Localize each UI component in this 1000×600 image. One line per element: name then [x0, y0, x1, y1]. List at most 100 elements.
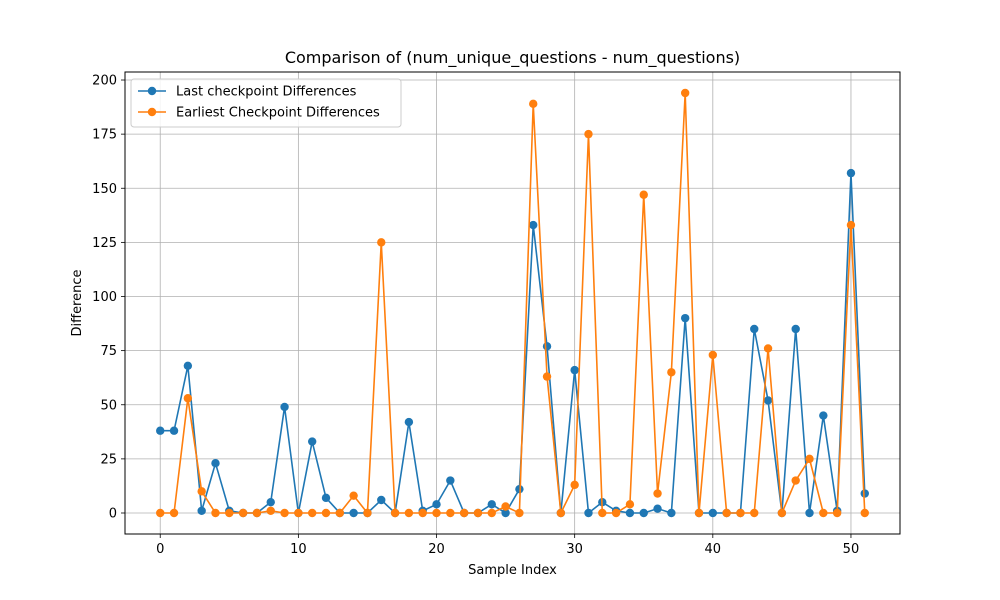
data-point	[404, 417, 414, 427]
data-point	[791, 324, 800, 334]
legend-marker	[147, 107, 157, 117]
x-axis-label: Sample Index	[468, 563, 557, 578]
x-tick-label: 30	[566, 542, 583, 557]
x-tick-label: 10	[290, 542, 307, 557]
data-point	[377, 495, 386, 505]
y-tick-label: 125	[92, 236, 117, 251]
data-point	[432, 500, 441, 509]
data-point	[280, 508, 289, 518]
data-point	[750, 324, 759, 334]
data-point	[294, 508, 303, 518]
data-point	[459, 508, 469, 518]
data-point	[225, 508, 234, 518]
data-point	[529, 99, 538, 109]
y-tick-label: 150	[92, 182, 117, 197]
data-point	[777, 508, 787, 518]
data-point	[653, 489, 662, 498]
data-point	[846, 220, 856, 230]
data-point	[515, 508, 524, 518]
data-point	[625, 508, 635, 518]
legend-item: Last checkpoint Differences	[138, 85, 357, 100]
data-point	[542, 342, 552, 351]
y-tick-label: 25	[100, 452, 117, 467]
data-point	[639, 508, 648, 518]
data-point	[363, 508, 372, 518]
y-tick-label: 100	[92, 290, 117, 305]
x-tick-label: 0	[156, 542, 164, 557]
data-point	[390, 508, 400, 518]
series-line	[160, 92, 866, 514]
data-point	[266, 497, 275, 507]
data-point	[639, 190, 648, 199]
data-point	[556, 508, 566, 518]
data-point	[805, 454, 814, 464]
data-point	[584, 508, 593, 518]
data-point	[584, 129, 593, 139]
series-layer	[156, 88, 869, 518]
chart-title: Comparison of (num_unique_questions - nu…	[285, 48, 740, 68]
data-point	[169, 508, 179, 518]
data-point	[708, 508, 718, 518]
x-tick-label: 50	[843, 542, 860, 557]
data-point	[501, 502, 510, 511]
data-point	[515, 484, 524, 494]
data-point	[680, 313, 690, 323]
legend-marker	[147, 86, 157, 96]
data-point	[156, 426, 165, 435]
data-point	[763, 396, 773, 405]
y-tick-label: 200	[92, 74, 117, 89]
data-point	[211, 508, 220, 518]
data-point	[611, 508, 621, 518]
y-axis-label: Difference	[70, 269, 85, 336]
legend: Last checkpoint Differences Earliest Chec…	[130, 78, 402, 128]
data-point	[280, 402, 289, 412]
y-tick-label: 50	[100, 398, 117, 413]
data-point	[529, 220, 538, 230]
data-point	[197, 506, 206, 516]
data-point	[708, 350, 718, 360]
data-point	[598, 508, 607, 518]
data-point	[791, 476, 800, 485]
data-point	[680, 88, 690, 98]
data-point	[432, 508, 441, 518]
data-point	[846, 168, 856, 178]
data-point	[805, 508, 814, 518]
y-tick-label: 75	[100, 344, 117, 359]
data-point	[542, 372, 552, 381]
x-tick-label: 20	[428, 542, 445, 557]
legend-label: Last checkpoint Differences	[176, 85, 357, 100]
data-point	[321, 493, 331, 503]
data-point	[750, 508, 759, 518]
data-point	[169, 426, 179, 435]
data-point	[307, 508, 317, 518]
data-point	[252, 508, 262, 518]
data-point	[694, 508, 704, 518]
data-point	[321, 508, 331, 518]
data-point	[860, 508, 869, 518]
data-point	[860, 489, 869, 498]
y-tick-label: 0	[109, 507, 117, 522]
data-point	[335, 508, 345, 518]
y-tick-label: 175	[92, 128, 117, 143]
series-2	[156, 88, 869, 518]
data-point	[156, 508, 165, 518]
data-point	[349, 491, 358, 500]
data-point	[570, 480, 579, 490]
data-point	[487, 508, 496, 518]
data-point	[349, 508, 358, 518]
data-point	[446, 476, 455, 485]
data-point	[418, 508, 427, 518]
data-point	[446, 508, 455, 518]
data-point	[653, 504, 662, 513]
data-point	[307, 437, 317, 446]
legend-item: Earliest Checkpoint Differences	[138, 106, 380, 121]
data-point	[404, 508, 414, 518]
data-point	[238, 508, 248, 518]
data-point	[183, 394, 193, 403]
series-line	[160, 172, 866, 514]
data-point	[211, 459, 220, 468]
data-point	[183, 361, 193, 370]
legend-label: Earliest Checkpoint Differences	[176, 106, 380, 121]
axis-ticks: 0 10 20 30 40 50 0 25 50 75 100 125 150 175 200	[92, 74, 859, 557]
